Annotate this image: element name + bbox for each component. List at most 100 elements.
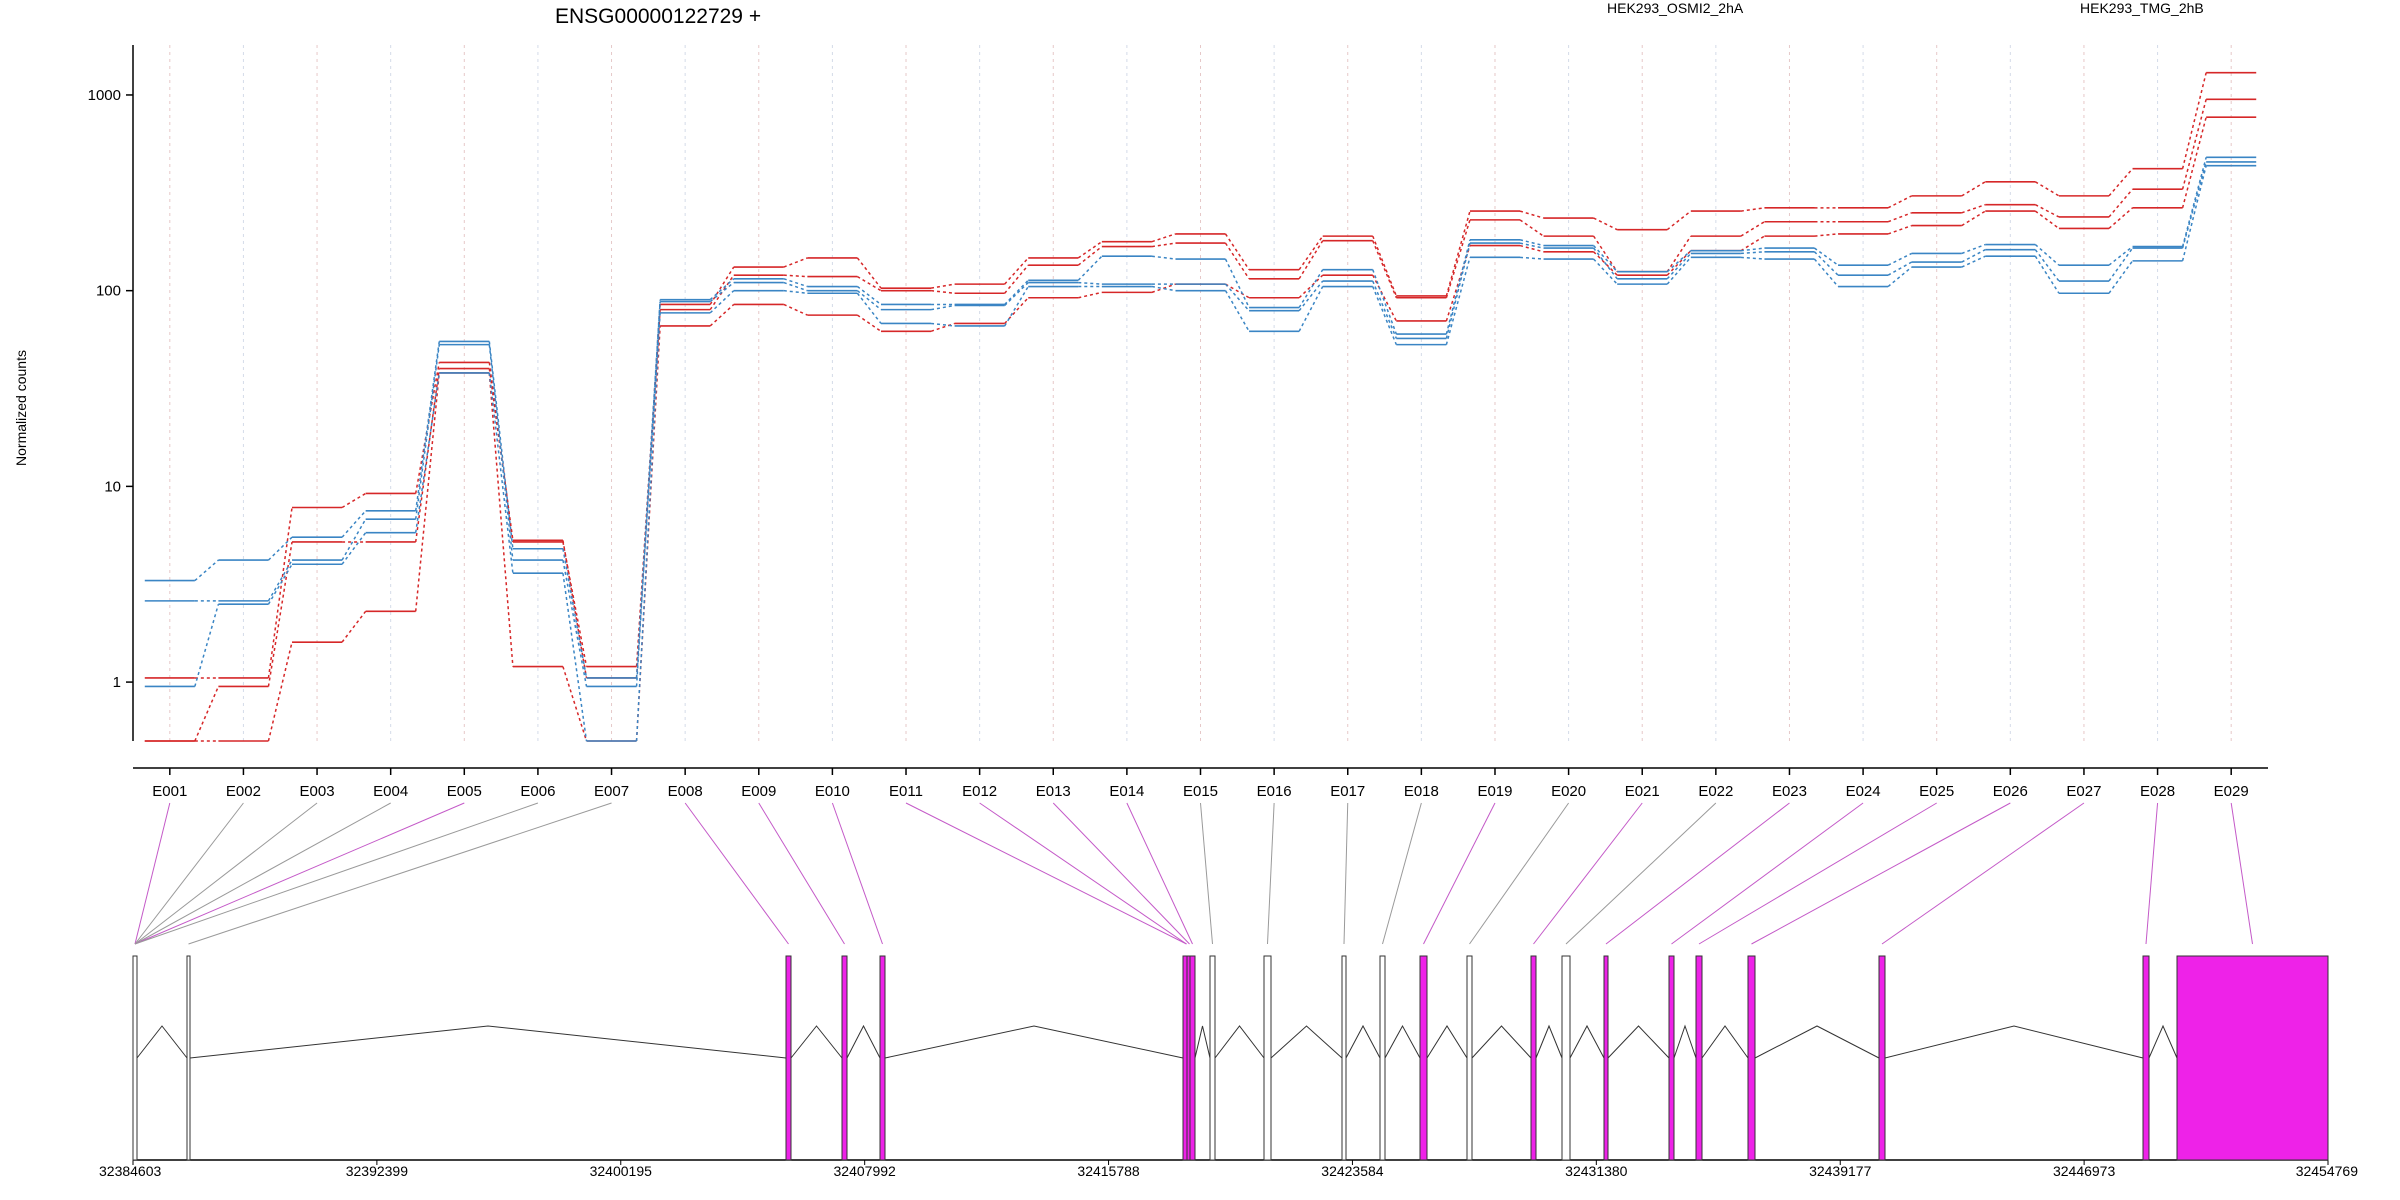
series-1-E020-transition <box>1593 217 1618 231</box>
exon-box-E006 <box>132 955 138 1161</box>
x-tick-label-E016: E016 <box>1257 783 1292 800</box>
exon-connectors <box>134 802 2253 945</box>
x-tick-label-E012: E012 <box>962 783 997 800</box>
gene-model: 32384603 32392399 32400195 32407992 32415788… <box>99 955 2358 1179</box>
x-tick-label-E021: E021 <box>1625 783 1660 800</box>
genomic-tick-label-32407992: 32407992 <box>834 1163 897 1179</box>
series-4-E023-transition <box>1814 247 1839 266</box>
series-3-E008-transition <box>709 303 735 327</box>
connector-E010 <box>831 802 883 945</box>
connector-E028 <box>2145 802 2159 945</box>
series-4-E003-transition <box>341 510 367 538</box>
series-2-E026-transition <box>2035 204 2060 218</box>
x-tick-label-E025: E025 <box>1919 783 1954 800</box>
series-2-E013-transition <box>1077 245 1103 266</box>
series-5-E007-transition <box>635 301 661 687</box>
exon-box-E020 <box>1466 955 1473 1161</box>
series-3-E025-transition <box>1961 210 1986 227</box>
series-1-E008-transition <box>709 266 735 305</box>
x-tick-label-E019: E019 <box>1477 783 1512 800</box>
connector-E003 <box>134 802 318 945</box>
axes: 1 10 100 1000 E001 E002 E003 E004 E005 E006 E007 E0… <box>88 45 2268 800</box>
series-1-E027-transition <box>2108 168 2134 197</box>
legend-item-osmi2: HEK293_OSMI2_2hA <box>1607 0 1744 16</box>
series-2-E019-transition <box>1519 219 1544 237</box>
series-6-E007-transition <box>635 312 661 742</box>
series-6-E023-transition <box>1813 258 1839 288</box>
series-1-E026-transition <box>2034 181 2060 197</box>
series-5-E004-transition <box>414 344 441 520</box>
connector-E007 <box>188 802 612 945</box>
series-6-E012-transition <box>1004 286 1029 327</box>
series-5-E002-transition <box>267 559 293 602</box>
series-5-E020-transition <box>1593 247 1618 280</box>
series-3-E017-transition <box>1372 274 1397 322</box>
series-5-E012-transition <box>1004 282 1029 307</box>
x-tick-label-E015: E015 <box>1183 783 1218 800</box>
exon-box-E017 <box>1341 955 1347 1161</box>
series-6-E008-transition <box>709 290 735 314</box>
series-4-E002-transition <box>267 536 293 561</box>
connector-E004 <box>134 802 391 945</box>
series-5-E022-transition <box>1740 251 1765 255</box>
series-4-HEK293_TMG_2hB <box>144 156 2257 679</box>
exon-box-E007 <box>186 955 191 1161</box>
x-tick-label-E001: E001 <box>152 783 187 800</box>
x-tick-label-E026: E026 <box>1993 783 2028 800</box>
chart-title: ENSG00000122729 + <box>555 5 761 28</box>
series-3-E009-transition <box>783 303 808 316</box>
series-4-E026-transition <box>2034 244 2060 266</box>
series-6-E015-transition <box>1224 290 1250 332</box>
series-6-E026-transition <box>2034 255 2060 294</box>
series-4-E004-transition <box>414 341 441 511</box>
series-4-E024-transition <box>1887 252 1913 266</box>
intron-21 <box>1884 1025 2144 1059</box>
intron-3 <box>790 1025 843 1059</box>
series-2-E011-transition <box>930 289 955 295</box>
intron-14 <box>1471 1025 1532 1059</box>
series-2-E014-transition <box>1151 242 1176 248</box>
grid-lines <box>169 45 2232 741</box>
exon-box-E024 <box>1668 955 1675 1161</box>
series-6-E022-transition <box>1740 256 1765 260</box>
series-4-E025-transition <box>1961 243 1986 255</box>
connector-E018 <box>1382 802 1422 945</box>
series-6-E006-transition <box>562 573 588 742</box>
x-tick-label-E027: E027 <box>2066 783 2101 800</box>
series-5-E016-transition <box>1298 280 1324 312</box>
connector-E023 <box>1605 802 1790 945</box>
intron-18 <box>1673 1024 1697 1059</box>
x-tick-label-E008: E008 <box>668 783 703 800</box>
series-1-E017-transition <box>1372 235 1398 297</box>
x-tick-label-E010: E010 <box>815 783 850 800</box>
series-2-E002-transition <box>267 541 293 687</box>
series-3-E002-transition <box>267 641 293 742</box>
connector-E008 <box>684 802 789 945</box>
series-1-E024-transition <box>1887 195 1913 209</box>
series-3-E011-transition <box>930 322 955 333</box>
series-6-E005-transition <box>488 372 514 574</box>
series-3-E026-transition <box>2034 210 2060 230</box>
series-4-E010-transition <box>856 285 882 306</box>
series-5-E009-transition <box>783 281 808 292</box>
series-2-E027-transition <box>2108 188 2134 218</box>
intron-15 <box>1535 1024 1563 1059</box>
x-tick-label-E004: E004 <box>373 783 408 800</box>
x-tick-label-E002: E002 <box>226 783 261 800</box>
connector-E011 <box>905 802 1187 945</box>
genomic-tick-label-32392399: 32392399 <box>346 1163 409 1179</box>
exon-box-E010 <box>879 955 886 1161</box>
series-1-E028-transition <box>2181 72 2207 169</box>
intron-8 <box>1194 1025 1211 1059</box>
x-tick-label-E029: E029 <box>2214 783 2249 800</box>
exon-box-E019 <box>1419 955 1428 1161</box>
series-5-E028-transition <box>2181 161 2207 249</box>
series-4-E009-transition <box>783 278 808 288</box>
series-2-E020-transition <box>1593 235 1618 273</box>
series-2-E028-transition <box>2181 99 2207 190</box>
intron-10 <box>1270 1025 1343 1059</box>
x-tick-label-E009: E009 <box>741 783 776 800</box>
y-tick-label-1: 1 <box>113 674 121 691</box>
series-4-E014-transition <box>1151 255 1176 260</box>
y-tick-label-1000: 1000 <box>88 87 121 104</box>
